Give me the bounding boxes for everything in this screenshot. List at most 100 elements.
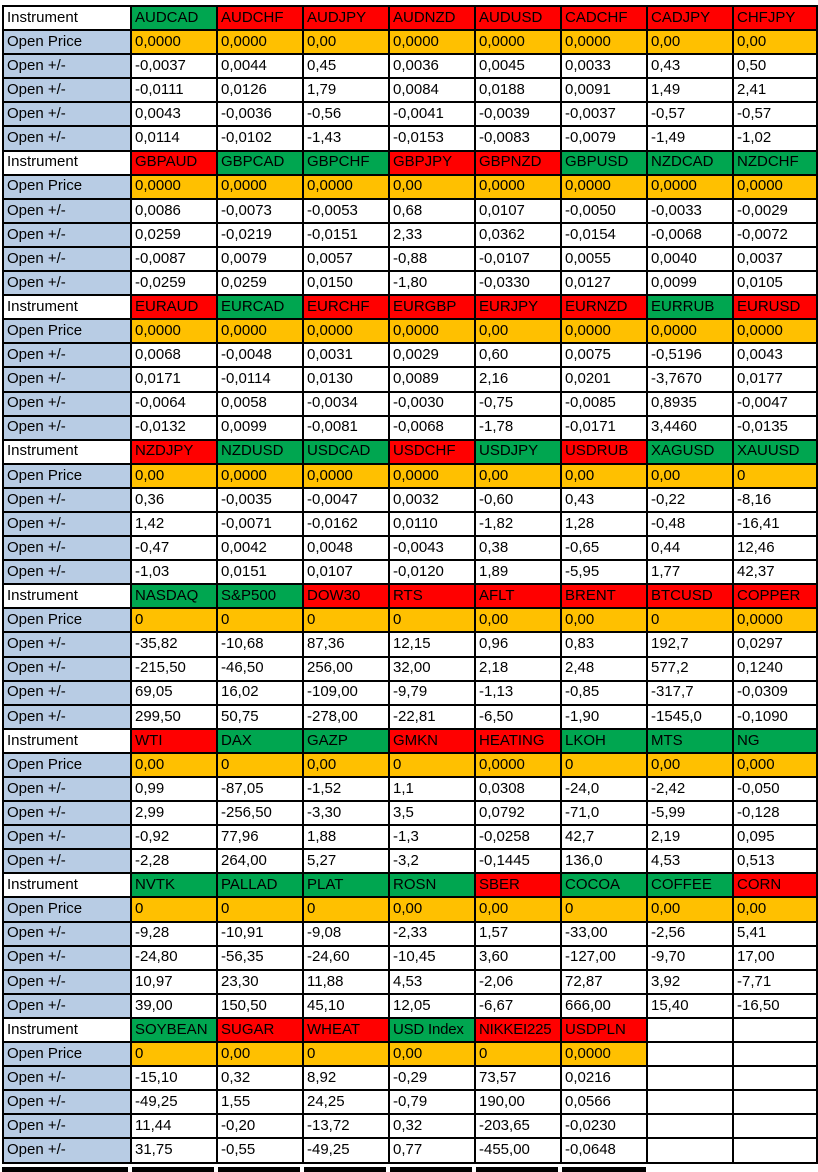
value-cell[interactable]: -0,0071 bbox=[216, 510, 304, 538]
value-cell[interactable]: -0,0037 bbox=[130, 53, 218, 80]
open-price-cell[interactable]: 0 bbox=[130, 607, 218, 634]
open-price-cell[interactable]: 0 bbox=[130, 896, 218, 923]
open-price-cell[interactable]: 0 bbox=[388, 751, 476, 779]
value-cell[interactable]: -0,0036 bbox=[216, 101, 304, 128]
value-cell[interactable]: 2,41 bbox=[732, 77, 818, 104]
open-change-row-label[interactable]: Open +/- bbox=[2, 1089, 132, 1116]
open-price-cell[interactable]: 0,0000 bbox=[130, 29, 218, 56]
value-cell[interactable]: -127,00 bbox=[560, 944, 648, 971]
open-price-cell[interactable]: 0,00 bbox=[732, 29, 818, 56]
value-cell[interactable]: 0,0126 bbox=[216, 77, 304, 104]
value-cell[interactable]: -0,0068 bbox=[646, 221, 734, 248]
value-cell[interactable]: 12,05 bbox=[388, 992, 476, 1019]
value-cell[interactable]: -0,22 bbox=[646, 486, 734, 513]
value-cell[interactable]: 0,0043 bbox=[732, 342, 818, 369]
value-cell[interactable]: 2,33 bbox=[388, 221, 476, 248]
value-cell[interactable]: 0,0084 bbox=[388, 77, 476, 104]
value-cell[interactable]: 0,99 bbox=[130, 775, 218, 803]
value-cell[interactable]: -0,0073 bbox=[216, 197, 304, 224]
open-price-cell[interactable]: 0,00 bbox=[646, 896, 734, 923]
value-cell[interactable]: 3,5 bbox=[388, 800, 476, 827]
value-cell[interactable]: -0,0648 bbox=[560, 1137, 648, 1164]
value-cell[interactable]: -0,75 bbox=[474, 390, 562, 417]
open-change-row-label[interactable]: Open +/- bbox=[2, 824, 132, 851]
value-cell[interactable]: 0,0130 bbox=[302, 366, 390, 393]
value-cell[interactable]: -0,0111 bbox=[130, 77, 218, 104]
value-cell[interactable]: 0,0188 bbox=[474, 77, 562, 104]
value-cell[interactable]: -0,1090 bbox=[732, 703, 818, 730]
open-price-cell[interactable]: 0,00 bbox=[388, 1041, 476, 1068]
instrument-header-cell[interactable]: DOW30 bbox=[302, 583, 390, 610]
open-price-cell[interactable]: 0,0000 bbox=[130, 173, 218, 200]
value-cell[interactable]: 0,0566 bbox=[560, 1089, 648, 1116]
value-cell[interactable]: 1,28 bbox=[560, 510, 648, 538]
value-cell[interactable]: -10,45 bbox=[388, 944, 476, 971]
value-cell[interactable]: -455,00 bbox=[474, 1137, 562, 1164]
open-price-cell[interactable]: 0,000 bbox=[732, 751, 818, 779]
value-cell[interactable]: -0,55 bbox=[216, 1137, 304, 1164]
open-price-cell[interactable]: 0,0000 bbox=[302, 462, 390, 489]
instrument-header-cell[interactable]: NZDUSD bbox=[216, 438, 304, 465]
value-cell[interactable]: -0,0048 bbox=[216, 342, 304, 369]
value-cell[interactable]: 0,0362 bbox=[474, 221, 562, 248]
instrument-header-cell[interactable]: WTI bbox=[130, 727, 218, 754]
value-cell[interactable]: 0,0177 bbox=[732, 366, 818, 393]
instrument-header-cell[interactable]: S&P500 bbox=[216, 583, 304, 610]
value-cell[interactable]: 1,55 bbox=[216, 1089, 304, 1116]
instrument-header-cell[interactable]: WHEAT bbox=[302, 1016, 390, 1044]
value-cell[interactable]: 2,48 bbox=[560, 655, 648, 682]
value-cell[interactable]: 0,0201 bbox=[560, 366, 648, 393]
value-cell[interactable]: 0,96 bbox=[474, 631, 562, 658]
value-cell[interactable]: -2,56 bbox=[646, 920, 734, 947]
value-cell[interactable]: 0,1240 bbox=[732, 655, 818, 682]
value-cell[interactable]: -2,28 bbox=[130, 848, 218, 875]
value-cell[interactable]: 72,87 bbox=[560, 968, 648, 995]
value-cell[interactable]: 0,0297 bbox=[732, 631, 818, 658]
value-cell[interactable]: -3,7670 bbox=[646, 366, 734, 393]
instrument-row-label[interactable]: Instrument bbox=[2, 4, 132, 32]
value-cell[interactable]: -1,52 bbox=[302, 775, 390, 803]
open-price-cell[interactable]: 0,0000 bbox=[646, 173, 734, 200]
value-cell[interactable]: -0,0072 bbox=[732, 221, 818, 248]
value-cell[interactable]: -0,92 bbox=[130, 824, 218, 851]
value-cell[interactable]: 1,57 bbox=[474, 920, 562, 947]
value-cell[interactable]: -10,91 bbox=[216, 920, 304, 947]
value-cell[interactable]: -2,33 bbox=[388, 920, 476, 947]
value-cell[interactable]: 1,1 bbox=[388, 775, 476, 803]
instrument-header-cell[interactable]: AUDCHF bbox=[216, 4, 304, 32]
value-cell[interactable]: 24,25 bbox=[302, 1089, 390, 1116]
instrument-header-cell[interactable]: XAUUSD bbox=[732, 438, 818, 465]
value-cell[interactable]: -215,50 bbox=[130, 655, 218, 682]
instrument-header-cell[interactable]: SBER bbox=[474, 872, 562, 899]
instrument-header-cell[interactable]: NIKKEI225 bbox=[474, 1016, 562, 1044]
instrument-header-cell[interactable]: SUGAR bbox=[216, 1016, 304, 1044]
open-price-row-label[interactable]: Open Price bbox=[2, 607, 132, 634]
value-cell[interactable]: 0,0058 bbox=[216, 390, 304, 417]
instrument-header-cell[interactable]: PALLAD bbox=[216, 872, 304, 899]
open-price-cell[interactable]: 0 bbox=[216, 751, 304, 779]
value-cell[interactable]: 0,8935 bbox=[646, 390, 734, 417]
open-price-cell[interactable]: 0,0000 bbox=[732, 173, 818, 200]
value-cell[interactable]: -0,0064 bbox=[130, 390, 218, 417]
open-change-row-label[interactable]: Open +/- bbox=[2, 366, 132, 393]
open-price-row-label[interactable]: Open Price bbox=[2, 29, 132, 56]
value-cell[interactable]: 0,36 bbox=[130, 486, 218, 513]
instrument-header-cell[interactable]: BTCUSD bbox=[646, 583, 734, 610]
value-cell[interactable]: 0,0127 bbox=[560, 270, 648, 297]
value-cell[interactable]: -22,81 bbox=[388, 703, 476, 730]
open-price-cell[interactable]: 0 bbox=[388, 607, 476, 634]
value-cell[interactable]: 0,0114 bbox=[130, 125, 218, 152]
open-change-row-label[interactable]: Open +/- bbox=[2, 53, 132, 80]
value-cell[interactable]: 0,0105 bbox=[732, 270, 818, 297]
value-cell[interactable]: -0,050 bbox=[732, 775, 818, 803]
value-cell[interactable]: -33,00 bbox=[560, 920, 648, 947]
value-cell[interactable]: 666,00 bbox=[560, 992, 648, 1019]
open-change-row-label[interactable]: Open +/- bbox=[2, 486, 132, 513]
value-cell[interactable]: -0,85 bbox=[560, 679, 648, 706]
value-cell[interactable]: -0,0330 bbox=[474, 270, 562, 297]
instrument-header-cell[interactable]: MTS bbox=[646, 727, 734, 754]
value-cell[interactable]: -0,79 bbox=[388, 1089, 476, 1116]
value-cell[interactable]: -0,0033 bbox=[646, 197, 734, 224]
open-change-row-label[interactable]: Open +/- bbox=[2, 655, 132, 682]
value-cell[interactable]: 577,2 bbox=[646, 655, 734, 682]
